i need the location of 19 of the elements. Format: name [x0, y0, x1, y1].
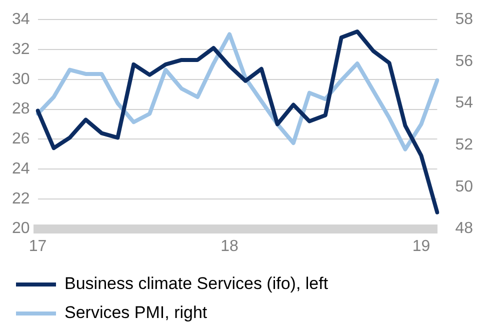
y2-tick-label: 52 — [455, 136, 474, 154]
y2-tick-label: 50 — [455, 178, 474, 196]
legend-label: Business climate Services (ifo), left — [64, 274, 328, 294]
y-tick-label: 20 — [12, 220, 30, 238]
y-tick-label: 22 — [12, 190, 30, 208]
y2-tick-label: 56 — [455, 52, 474, 70]
y2-tick-label: 48 — [455, 220, 474, 238]
x-tick-label: 17 — [28, 238, 47, 255]
legend-label: Services PMI, right — [64, 303, 208, 322]
y2-tick-label: 58 — [455, 11, 474, 28]
y2-tick-label: 54 — [455, 94, 474, 112]
x-tick-label: 19 — [412, 238, 430, 255]
y-tick-label: 30 — [12, 70, 30, 88]
y-tick-label: 24 — [12, 160, 30, 178]
x-tick-label: 18 — [220, 238, 239, 255]
y-tick-label: 28 — [12, 100, 30, 118]
y-tick-label: 32 — [12, 40, 30, 58]
y-tick-label: 26 — [12, 130, 30, 148]
y-tick-label: 34 — [12, 11, 30, 28]
